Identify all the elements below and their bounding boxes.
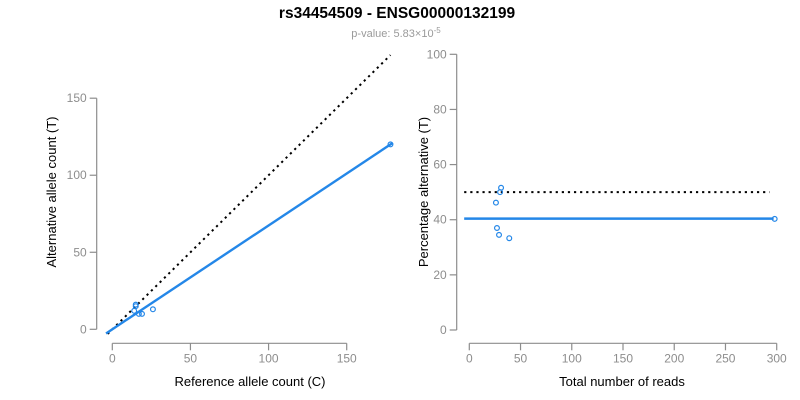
x-tick-label: 50	[514, 351, 528, 365]
data-point	[496, 231, 503, 238]
data-point	[387, 141, 394, 148]
y-axis-title: Percentage alternative (T)	[416, 117, 431, 267]
y-tick-label: 40	[433, 213, 447, 227]
y-tick-label: 60	[433, 158, 447, 172]
y-tick-label: 100	[427, 47, 447, 61]
data-point	[149, 306, 156, 313]
x-tick-label: 100	[259, 351, 279, 365]
x-tick-label: 300	[767, 351, 787, 365]
data-point	[492, 199, 499, 206]
x-tick-label: 0	[109, 351, 116, 365]
y-tick-label: 0	[440, 323, 447, 337]
y-tick-label: 20	[433, 268, 447, 282]
data-point	[493, 224, 500, 231]
x-tick-label: 150	[337, 351, 357, 365]
data-point	[131, 307, 138, 314]
data-point	[506, 235, 513, 242]
x-tick-label: 50	[184, 351, 198, 365]
figure-subtitle: p-value: 5.83×10-5	[0, 26, 792, 40]
y-axis-title: Alternative allele count (T)	[44, 116, 59, 267]
data-point	[138, 310, 145, 317]
data-point	[771, 215, 778, 222]
y-tick-label: 150	[67, 91, 87, 105]
fitted-ratio-line	[105, 141, 394, 335]
identity-line	[106, 54, 392, 335]
figure-title: rs34454509 - ENSG00000132199	[278, 5, 516, 22]
p-value-text: p-value: 5.83×10	[351, 28, 434, 40]
x-axis-title: Reference allele count (C)	[174, 374, 325, 389]
y-tick-label: 50	[73, 245, 87, 259]
x-tick-label: 200	[664, 351, 684, 365]
x-tick-label: 0	[466, 351, 473, 365]
x-tick-label: 150	[613, 351, 633, 365]
data-point	[497, 189, 504, 196]
y-tick-label: 100	[67, 168, 87, 182]
x-axis-title: Total number of reads	[559, 374, 685, 389]
y-tick-label: 0	[80, 322, 87, 336]
p-value-exponent: -5	[433, 26, 441, 35]
y-tick-label: 80	[433, 102, 447, 116]
x-tick-label: 100	[562, 351, 582, 365]
x-tick-label: 250	[715, 351, 735, 365]
data-point	[135, 310, 142, 317]
